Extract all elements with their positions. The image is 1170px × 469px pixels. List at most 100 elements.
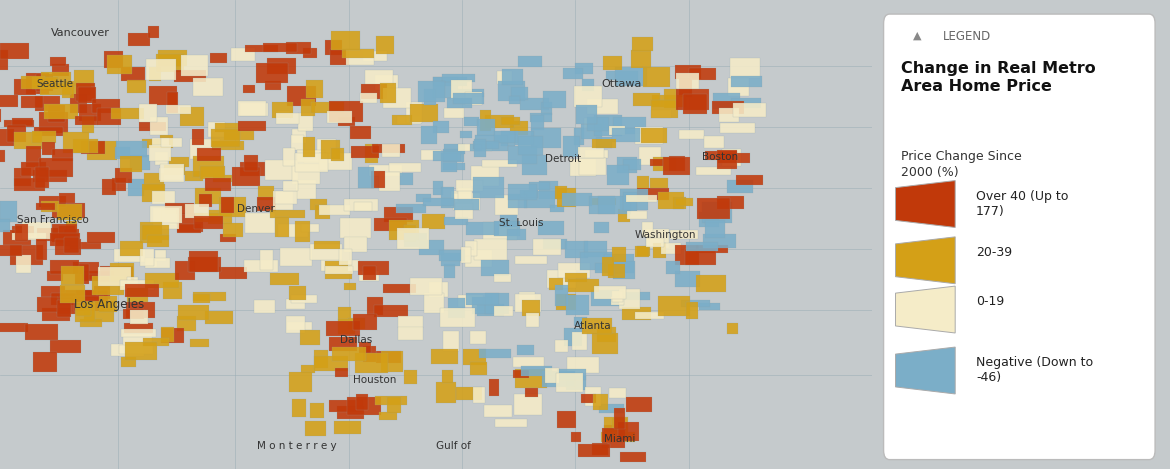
Bar [441, 153, 456, 172]
Bar [365, 70, 393, 85]
Bar [584, 118, 603, 128]
Bar [622, 159, 641, 170]
Bar [732, 103, 766, 117]
Bar [494, 273, 511, 282]
Bar [82, 271, 98, 280]
Bar [115, 147, 130, 159]
Bar [476, 303, 504, 317]
Bar [163, 282, 181, 299]
Bar [270, 210, 305, 219]
Bar [614, 67, 647, 86]
Bar [108, 55, 131, 74]
Bar [463, 348, 487, 365]
Bar [289, 372, 311, 392]
Bar [474, 139, 486, 157]
Bar [33, 77, 57, 90]
Bar [292, 129, 305, 143]
Text: M o n t e r r e y: M o n t e r r e y [257, 441, 337, 452]
Bar [521, 366, 552, 376]
Bar [119, 345, 153, 354]
Bar [581, 79, 594, 91]
Bar [353, 314, 377, 330]
Bar [696, 167, 730, 175]
Bar [684, 249, 716, 265]
Bar [50, 234, 81, 246]
Bar [116, 141, 147, 157]
Bar [376, 76, 398, 91]
Bar [651, 159, 662, 166]
Bar [33, 352, 57, 372]
Bar [585, 150, 607, 158]
Bar [0, 129, 14, 146]
Bar [406, 101, 421, 122]
Bar [7, 125, 26, 142]
Bar [254, 300, 275, 313]
Bar [76, 290, 108, 303]
Bar [510, 121, 528, 135]
Bar [689, 68, 716, 80]
Bar [467, 222, 498, 235]
Bar [730, 58, 759, 78]
Bar [153, 208, 179, 228]
Bar [36, 239, 47, 260]
Bar [35, 96, 60, 111]
Bar [495, 196, 517, 215]
Bar [283, 148, 295, 166]
Bar [292, 399, 305, 417]
Bar [584, 241, 607, 257]
Bar [39, 197, 66, 206]
Bar [363, 346, 376, 362]
Bar [397, 228, 428, 249]
Bar [592, 333, 618, 354]
Bar [95, 287, 110, 299]
Bar [273, 191, 292, 210]
Bar [263, 43, 297, 53]
Bar [666, 261, 680, 274]
Bar [149, 86, 177, 105]
Bar [461, 247, 472, 263]
Bar [159, 168, 184, 180]
Bar [160, 326, 174, 342]
Bar [347, 260, 359, 272]
Bar [617, 157, 636, 174]
Bar [453, 193, 480, 210]
Bar [460, 130, 472, 138]
Bar [205, 311, 234, 325]
Bar [721, 123, 755, 133]
Bar [176, 261, 195, 280]
Bar [590, 196, 614, 214]
Text: Vancouver: Vancouver [50, 28, 110, 38]
Bar [653, 157, 676, 171]
Bar [564, 327, 583, 346]
Bar [240, 162, 264, 176]
Bar [674, 197, 686, 209]
Bar [369, 165, 401, 176]
Bar [675, 65, 701, 79]
Bar [199, 194, 212, 206]
Bar [457, 144, 493, 151]
Bar [509, 96, 521, 105]
Bar [538, 181, 558, 199]
Bar [291, 136, 304, 151]
Bar [517, 345, 535, 355]
Bar [480, 111, 491, 131]
Bar [658, 296, 690, 316]
Bar [543, 239, 567, 249]
Bar [601, 428, 625, 447]
Bar [481, 260, 509, 276]
Bar [0, 150, 5, 162]
Bar [697, 198, 730, 219]
Bar [340, 218, 371, 238]
Bar [494, 306, 514, 316]
Bar [675, 198, 694, 206]
Bar [25, 324, 58, 340]
Bar [722, 149, 741, 166]
Bar [501, 117, 521, 125]
Bar [9, 244, 43, 265]
Bar [594, 286, 626, 299]
Text: Boston: Boston [702, 152, 738, 162]
Bar [621, 307, 651, 319]
Bar [556, 294, 577, 310]
Bar [322, 140, 340, 159]
Bar [700, 212, 720, 227]
